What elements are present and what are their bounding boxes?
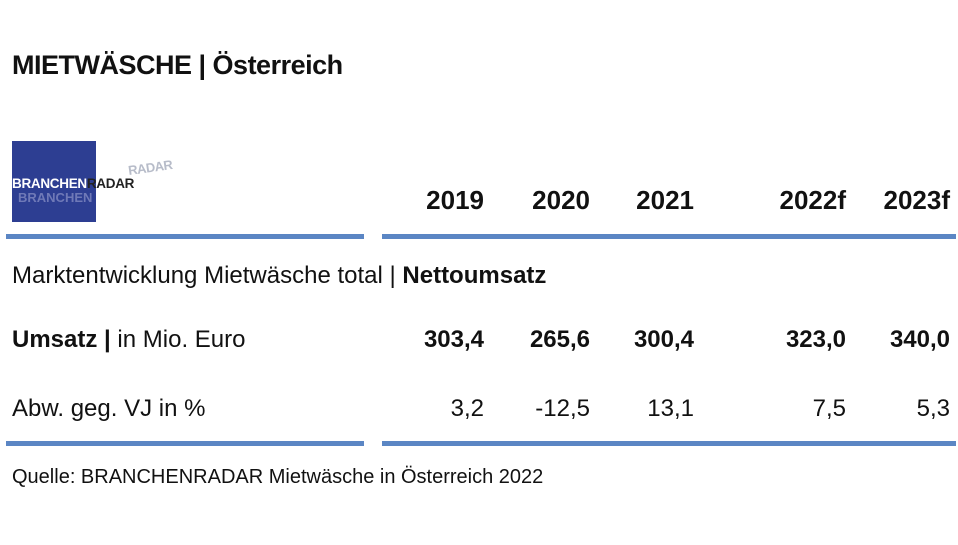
cell-abweichung-2023f: 5,3 xyxy=(916,395,950,422)
header-rule-right xyxy=(382,234,956,239)
cell-umsatz-2023f: 340,0 xyxy=(889,326,950,353)
column-header-2021: 2021 xyxy=(636,185,694,215)
cell-abweichung-2022f: 7,5 xyxy=(812,395,846,422)
cell-abweichung-2021: 13,1 xyxy=(647,395,694,422)
footer-rule-left xyxy=(6,441,364,446)
column-header-2019: 2019 xyxy=(426,185,484,215)
branchenradar-logo xyxy=(12,141,96,222)
row-label-abweichung: Abw. geg. VJ in % xyxy=(12,395,205,423)
cell-abweichung-2019: 3,2 xyxy=(450,395,484,422)
cell-umsatz-2021: 300,4 xyxy=(633,326,694,353)
footer-rule-right xyxy=(382,441,956,446)
row-label-umsatz-bold: Umsatz | xyxy=(12,326,111,353)
column-header-2023f: 2023f xyxy=(883,185,951,215)
logo-text-part-b: RADAR xyxy=(86,176,135,191)
column-header-2020: 2020 xyxy=(532,185,590,215)
cell-umsatz-2019: 303,4 xyxy=(423,326,484,353)
table-subtitle: Marktentwicklung Mietwäsche total | Nett… xyxy=(12,262,546,290)
column-header-2022f: 2022f xyxy=(779,185,847,215)
row-label-abweichung-normal: Abw. geg. VJ in % xyxy=(12,395,206,422)
page-title: MIETWÄSCHE | Österreich xyxy=(12,50,343,80)
logo-ghost-text: BRANCHEN xyxy=(18,190,93,205)
logo-text: BRANCHENRADAR xyxy=(12,176,134,191)
source-note: Quelle: BRANCHENRADAR Mietwäsche in Öste… xyxy=(12,466,544,488)
header-rule-left xyxy=(6,234,364,239)
logo-ghost-radar: RADAR xyxy=(127,156,174,179)
row-label-umsatz: Umsatz | in Mio. Euro xyxy=(12,326,245,354)
subtitle-bold: Nettoumsatz xyxy=(402,262,547,289)
logo-text-part-a: BRANCHEN xyxy=(12,176,87,191)
subtitle-normal: Marktentwicklung Mietwäsche total | xyxy=(12,262,403,289)
cell-umsatz-2022f: 323,0 xyxy=(785,326,846,353)
cell-umsatz-2020: 265,6 xyxy=(529,326,590,353)
cell-abweichung-2020: -12,5 xyxy=(535,395,590,422)
row-label-umsatz-normal: in Mio. Euro xyxy=(110,326,246,353)
